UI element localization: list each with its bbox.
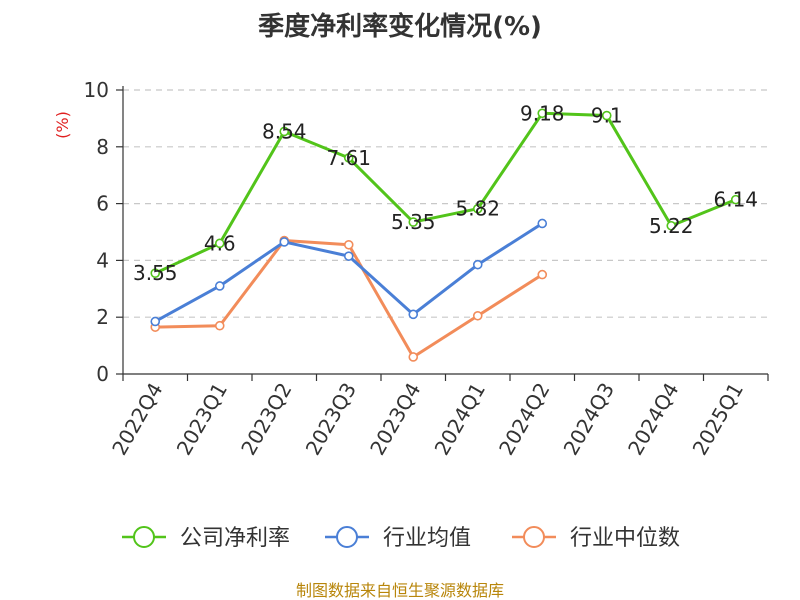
x-tick-label: 2025Q1 xyxy=(688,379,748,460)
y-tick-label: 6 xyxy=(96,192,109,216)
y-tick-label: 4 xyxy=(96,248,109,272)
legend-marker-circle xyxy=(336,526,358,548)
data-point xyxy=(408,217,419,227)
x-tick-label: 2023Q4 xyxy=(365,379,425,460)
y-tick-label: 2 xyxy=(96,305,109,329)
legend-label: 行业均值 xyxy=(383,526,471,551)
data-point xyxy=(279,126,290,137)
chart-title: 季度净利率变化情况(%) xyxy=(258,11,542,42)
x-tick-label: 2023Q2 xyxy=(236,379,296,460)
data-point xyxy=(214,320,225,331)
x-tick-label: 2023Q1 xyxy=(172,379,232,460)
data-point xyxy=(408,309,419,320)
series-layer xyxy=(150,108,741,362)
y-axis-label: (%) xyxy=(53,111,72,139)
data-point xyxy=(601,110,612,121)
data-point xyxy=(472,259,483,270)
data-point xyxy=(150,268,161,278)
data-point xyxy=(472,203,483,214)
data-label: 8.54 xyxy=(262,119,307,143)
legend-label: 公司净利率 xyxy=(180,526,290,551)
x-tick-label: 2024Q4 xyxy=(623,379,683,460)
data-label: 5.22 xyxy=(649,214,694,238)
y-tick-label: 0 xyxy=(96,362,109,386)
data-point xyxy=(730,194,741,205)
x-tick-label: 2023Q3 xyxy=(301,379,361,460)
data-label: 4.6 xyxy=(204,231,236,255)
x-tick-label: 2024Q1 xyxy=(430,379,490,460)
data-point xyxy=(408,352,419,362)
data-point xyxy=(537,269,548,280)
data-label: 9.1 xyxy=(591,104,623,128)
data-point xyxy=(666,220,677,231)
y-tick-label: 10 xyxy=(84,78,109,102)
x-tick-label: 2022Q4 xyxy=(107,379,167,460)
data-label: 5.35 xyxy=(391,210,436,234)
data-point xyxy=(343,239,354,250)
data-point xyxy=(150,316,161,327)
x-tick-label: 2024Q3 xyxy=(559,379,619,460)
legend-label: 行业中位数 xyxy=(570,526,680,551)
source-footer: 制图数据来自恒生聚源数据库 xyxy=(296,581,504,600)
data-label: 7.61 xyxy=(326,146,371,170)
data-point xyxy=(214,238,225,249)
data-point xyxy=(537,108,548,119)
legend-marker-circle xyxy=(523,526,545,548)
grid-lines xyxy=(123,89,768,318)
data-label: 3.55 xyxy=(133,261,178,285)
data-label: 5.82 xyxy=(455,197,500,221)
data-point xyxy=(279,237,290,247)
data-point xyxy=(343,153,354,163)
legend: 公司净利率 行业均值 行业中位数 xyxy=(122,526,680,551)
data-labels: 3.55 4.6 8.54 7.61 5.35 5.82 9.18 9.1 5.22 6.14 xyxy=(133,101,758,285)
series-line xyxy=(154,111,737,275)
data-label: 9.18 xyxy=(520,101,565,125)
legend-marker-circle xyxy=(133,526,155,548)
data-label: 6.14 xyxy=(713,188,758,212)
data-point xyxy=(343,251,354,261)
x-tick-label: 2024Q2 xyxy=(494,379,554,460)
data-point xyxy=(214,281,225,291)
data-point xyxy=(537,218,548,229)
y-tick-label: 8 xyxy=(96,135,109,159)
data-point xyxy=(472,310,483,321)
